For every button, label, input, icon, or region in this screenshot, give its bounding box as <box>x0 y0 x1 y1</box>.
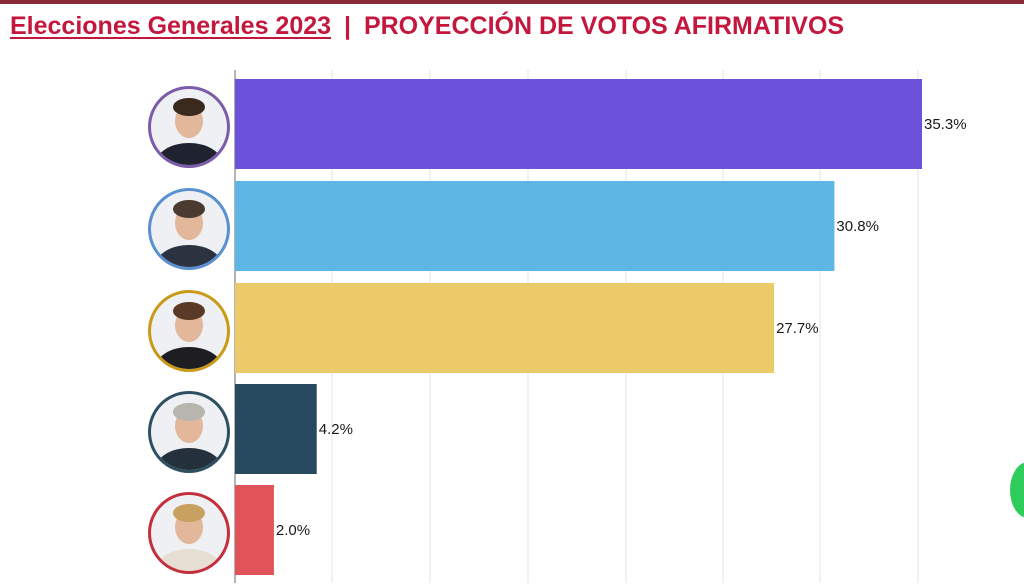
page-title: Elecciones Generales 2023 | PROYECCIÓN D… <box>10 12 844 41</box>
avatar-hair <box>173 403 205 421</box>
avatar-portrait <box>155 302 223 369</box>
bar-value-label-1: 35.3% <box>924 116 967 133</box>
avatar-hair <box>173 200 205 218</box>
bar-value-label-5: 2.0% <box>276 522 310 539</box>
avatar-portrait <box>155 403 223 470</box>
candidate-avatar-1 <box>148 86 230 168</box>
avatar-portrait <box>155 200 223 267</box>
bar-value-label-3: 27.7% <box>776 320 819 337</box>
avatar-body <box>155 448 223 470</box>
avatar-portrait <box>155 98 223 165</box>
candidate-avatar-4 <box>148 391 230 473</box>
bar-2 <box>235 181 835 271</box>
bar-value-label-2: 30.8% <box>836 218 879 235</box>
avatar-hair <box>173 98 205 116</box>
bar-value-label-4: 4.2% <box>319 421 353 438</box>
corner-badge <box>1010 462 1024 518</box>
title-sub: PROYECCIÓN DE VOTOS AFIRMATIVOS <box>363 12 845 40</box>
avatar-hair <box>173 504 205 522</box>
top-rule <box>0 0 1024 4</box>
avatar-body <box>155 347 223 369</box>
bar-5 <box>235 485 274 575</box>
avatar-body <box>155 143 223 165</box>
bar-1 <box>235 79 922 169</box>
candidate-avatar-5 <box>148 492 230 574</box>
candidate-avatar-2 <box>148 188 230 270</box>
title-separator: | <box>344 12 351 40</box>
title-main: Elecciones Generales 2023 <box>10 12 332 40</box>
bar-3 <box>235 283 775 373</box>
avatar-body <box>155 245 223 267</box>
bar-4 <box>235 384 317 474</box>
avatar-body <box>155 549 223 571</box>
candidate-avatar-3 <box>148 290 230 372</box>
avatar-hair <box>173 302 205 320</box>
avatar-portrait <box>155 504 223 571</box>
